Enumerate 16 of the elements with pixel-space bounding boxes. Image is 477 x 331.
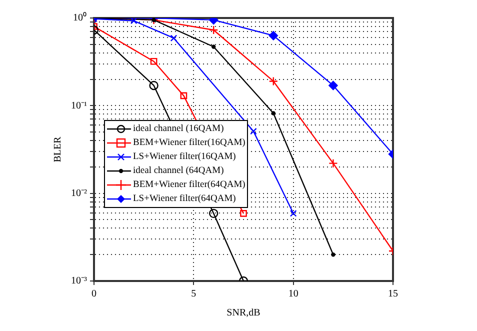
x-tick-label: 5 (191, 288, 196, 300)
legend-label: ideal channel (16QAM) (133, 123, 224, 136)
legend-label: ideal channel (64QAM) (133, 165, 224, 178)
y-tick-label: 10⁻¹ (71, 100, 87, 112)
y-tick-label: 10⁻² (71, 188, 87, 199)
y-axis-title: BLER (52, 136, 64, 162)
legend-label: LS+Wiener filter(16QAM) (133, 151, 236, 164)
x-tick-label: 15 (388, 288, 398, 300)
x-tick-label: 0 (92, 288, 96, 300)
y-tick-label: 10⁰ (73, 12, 87, 24)
legend-label: LS+Wiener filter(64QAM) (133, 193, 236, 206)
legend-label: BEM+Wiener filter(16QAM) (133, 137, 246, 150)
x-axis-title: SNR,dB (226, 308, 261, 319)
x-tick-label: 10 (288, 288, 298, 300)
y-tick-label: 10⁻³ (71, 276, 87, 287)
legend-label: BEM+Wiener filter(64QAM) (133, 179, 246, 192)
